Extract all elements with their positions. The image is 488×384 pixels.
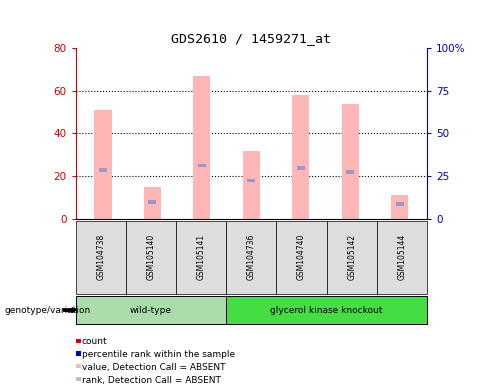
Bar xyxy=(297,166,305,170)
Text: count: count xyxy=(82,338,107,346)
Bar xyxy=(342,104,359,219)
Bar xyxy=(143,187,161,219)
Bar xyxy=(247,179,255,182)
Bar xyxy=(391,195,408,219)
Text: GSM104738: GSM104738 xyxy=(96,234,105,280)
Text: genotype/variation: genotype/variation xyxy=(5,306,91,314)
Bar xyxy=(193,76,210,219)
Text: value, Detection Call = ABSENT: value, Detection Call = ABSENT xyxy=(82,363,225,372)
Text: GSM105140: GSM105140 xyxy=(146,234,156,280)
Text: glycerol kinase knockout: glycerol kinase knockout xyxy=(270,306,383,314)
Text: GSM105144: GSM105144 xyxy=(397,234,407,280)
Bar xyxy=(99,168,107,172)
Text: wild-type: wild-type xyxy=(130,306,172,314)
Text: GSM104740: GSM104740 xyxy=(297,234,306,280)
Title: GDS2610 / 1459271_at: GDS2610 / 1459271_at xyxy=(171,32,331,45)
Bar xyxy=(396,202,404,206)
Bar xyxy=(243,151,260,219)
Bar xyxy=(94,110,112,219)
Text: GSM105142: GSM105142 xyxy=(347,234,356,280)
Bar xyxy=(148,200,156,204)
Text: GSM105141: GSM105141 xyxy=(197,234,205,280)
Text: GSM104736: GSM104736 xyxy=(247,234,256,280)
Bar xyxy=(346,170,354,174)
Bar xyxy=(292,95,309,219)
Bar xyxy=(198,164,206,167)
Text: percentile rank within the sample: percentile rank within the sample xyxy=(82,350,235,359)
Text: rank, Detection Call = ABSENT: rank, Detection Call = ABSENT xyxy=(82,376,221,384)
